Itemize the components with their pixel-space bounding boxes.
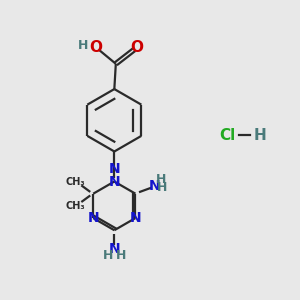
- Text: H: H: [156, 173, 166, 186]
- Text: CH₃: CH₃: [66, 177, 85, 187]
- Text: N: N: [149, 179, 161, 193]
- Text: N: N: [109, 242, 120, 256]
- Text: N: N: [87, 211, 99, 225]
- Text: O: O: [131, 40, 144, 55]
- Text: N: N: [130, 211, 141, 225]
- Text: H: H: [116, 249, 126, 262]
- Text: N: N: [109, 162, 120, 176]
- Text: H: H: [103, 249, 113, 262]
- Text: N: N: [109, 175, 120, 188]
- Text: Cl: Cl: [219, 128, 236, 142]
- Text: H: H: [78, 39, 88, 52]
- Text: O: O: [90, 40, 103, 55]
- Text: CH₃: CH₃: [66, 201, 85, 211]
- Text: H: H: [157, 181, 167, 194]
- Text: H: H: [254, 128, 266, 142]
